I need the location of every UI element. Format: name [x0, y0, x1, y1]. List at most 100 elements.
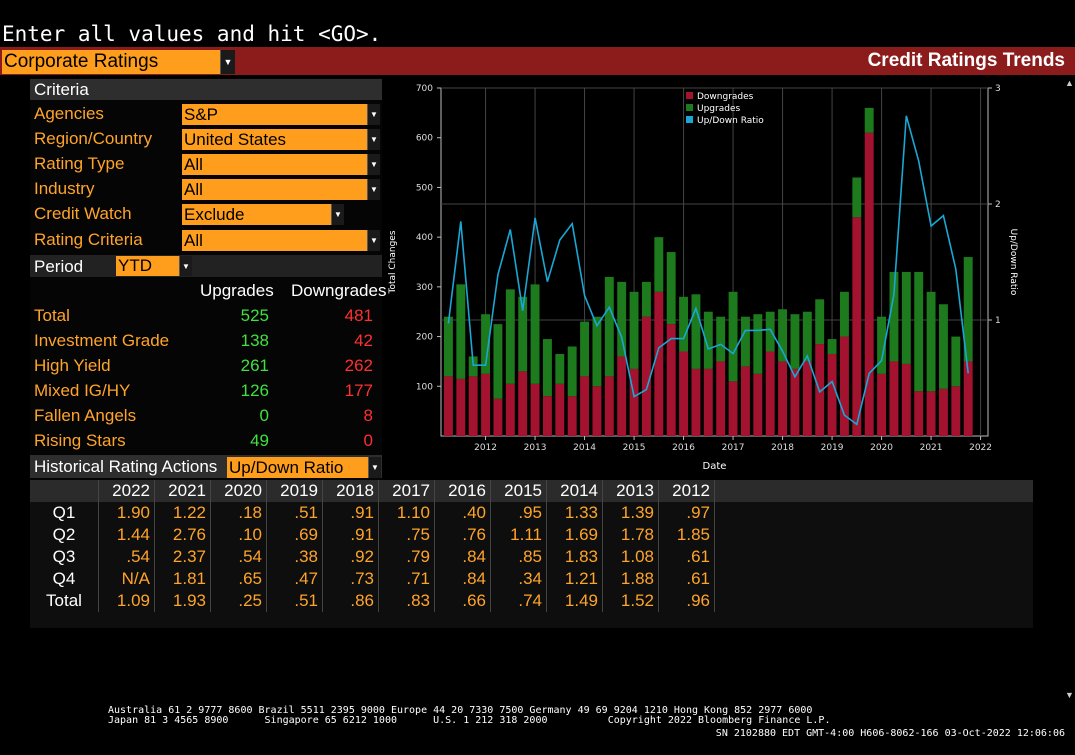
ratio-cell[interactable]: .18 — [210, 502, 267, 524]
ratio-cell[interactable]: .38 — [266, 546, 323, 568]
ratio-cell[interactable]: 2.37 — [154, 546, 211, 568]
summary-downgrades-value: 42 — [354, 331, 373, 350]
ratio-cell[interactable]: N/A — [98, 568, 155, 590]
chevron-down-icon[interactable]: ▼ — [367, 104, 380, 125]
command-line[interactable]: Enter all values and hit <GO>. — [2, 22, 382, 46]
ratio-cell[interactable]: .69 — [266, 524, 323, 546]
chevron-down-icon[interactable]: ▼ — [367, 129, 380, 150]
ratio-cell[interactable]: .91 — [322, 524, 379, 546]
ratio-cell[interactable]: .84 — [434, 568, 491, 590]
ratio-cell[interactable]: .92 — [322, 546, 379, 568]
historical-label: Historical Rating Actions — [34, 457, 218, 476]
chevron-down-icon[interactable]: ▼ — [179, 256, 192, 276]
ratio-cell[interactable]: 1.09 — [98, 590, 155, 612]
region-country-dropdown[interactable]: United States ▼ — [182, 129, 380, 150]
historical-selector-dropdown[interactable]: Up/Down Ratio ▼ — [227, 457, 381, 478]
ratio-cell[interactable]: 1.88 — [602, 568, 659, 590]
ratio-cell[interactable]: 1.90 — [98, 502, 155, 524]
ratio-cell[interactable]: .76 — [434, 524, 491, 546]
ratio-cell[interactable]: .40 — [434, 502, 491, 524]
ratio-cell[interactable]: .75 — [378, 524, 435, 546]
ratio-cell[interactable]: 1.81 — [154, 568, 211, 590]
ratio-cell[interactable]: .61 — [658, 546, 715, 568]
ratio-cell[interactable]: .54 — [210, 546, 267, 568]
summary-upgrades-value: 261 — [240, 356, 269, 375]
downgrades-bar — [716, 361, 726, 436]
ratio-cell[interactable]: .66 — [434, 590, 491, 612]
chevron-down-icon[interactable]: ▼ — [331, 204, 344, 225]
ratio-cell[interactable]: .51 — [266, 590, 323, 612]
ratio-cell[interactable]: .97 — [658, 502, 715, 524]
ratio-cell[interactable]: .86 — [322, 590, 379, 612]
summary-downgrades-value: 177 — [344, 381, 373, 400]
ratio-cell[interactable]: .83 — [378, 590, 435, 612]
ratio-cell[interactable]: 1.52 — [602, 590, 659, 612]
industry-dropdown[interactable]: All ▼ — [182, 179, 380, 200]
upgrades-bar — [864, 107, 874, 133]
chevron-down-icon[interactable]: ▼ — [368, 457, 381, 478]
ratio-cell[interactable]: 2.76 — [154, 524, 211, 546]
ratio-cell[interactable]: 1.44 — [98, 524, 155, 546]
downgrades-bar — [740, 366, 750, 436]
ratio-cell[interactable]: .95 — [490, 502, 547, 524]
ratio-cell[interactable]: 1.83 — [546, 546, 603, 568]
ratio-cell[interactable]: .34 — [490, 568, 547, 590]
downgrades-bar — [567, 396, 577, 436]
ratio-cell[interactable]: 1.93 — [154, 590, 211, 612]
scroll-up-icon[interactable]: ▲ — [1065, 78, 1074, 88]
ratio-cell[interactable]: .73 — [322, 568, 379, 590]
chevron-down-icon[interactable]: ▼ — [220, 50, 235, 74]
ratio-cell[interactable]: .10 — [210, 524, 267, 546]
downgrades-bar — [839, 336, 849, 436]
ratio-cell[interactable]: .79 — [378, 546, 435, 568]
ratio-cell[interactable]: 1.08 — [602, 546, 659, 568]
chevron-down-icon[interactable]: ▼ — [367, 179, 380, 200]
period-dropdown[interactable]: YTD ▼ — [116, 256, 192, 276]
rating-criteria-label: Rating Criteria — [34, 230, 143, 249]
ratio-cell[interactable]: .65 — [210, 568, 267, 590]
ratio-cell[interactable]: 1.21 — [546, 568, 603, 590]
scrollbar[interactable]: ▲ ▼ — [1064, 78, 1075, 700]
screen-selector-dropdown[interactable]: Corporate Ratings ▼ — [2, 50, 235, 74]
rating-criteria-dropdown[interactable]: All ▼ — [182, 230, 380, 251]
ratio-cell[interactable]: 1.69 — [546, 524, 603, 546]
credit-watch-dropdown[interactable]: Exclude ▼ — [182, 204, 344, 225]
ratio-cell[interactable]: .51 — [266, 502, 323, 524]
ratio-cell[interactable]: 1.85 — [658, 524, 715, 546]
ratio-cell[interactable]: .71 — [378, 568, 435, 590]
chart-bars — [443, 107, 973, 436]
rating-type-dropdown[interactable]: All ▼ — [182, 154, 380, 175]
y2-tick-label: 3 — [995, 84, 1001, 94]
ratio-cell[interactable]: 1.49 — [546, 590, 603, 612]
ratio-cell[interactable]: 1.33 — [546, 502, 603, 524]
upgrades-bar — [542, 339, 552, 397]
ratio-cell[interactable]: 1.22 — [154, 502, 211, 524]
ratio-cell[interactable]: 1.78 — [602, 524, 659, 546]
scroll-down-icon[interactable]: ▼ — [1065, 690, 1074, 700]
ratio-cell[interactable]: .61 — [658, 568, 715, 590]
ratio-cell[interactable]: 1.11 — [490, 524, 547, 546]
ratio-cell[interactable]: 1.39 — [602, 502, 659, 524]
ratio-cell[interactable]: .25 — [210, 590, 267, 612]
downgrades-bar — [456, 378, 466, 436]
chevron-down-icon[interactable]: ▼ — [367, 154, 380, 175]
ratio-cell[interactable]: 1.10 — [378, 502, 435, 524]
ratio-cell[interactable]: .47 — [266, 568, 323, 590]
chevron-down-icon[interactable]: ▼ — [367, 230, 380, 251]
ratio-cell[interactable]: .74 — [490, 590, 547, 612]
ratio-cell[interactable]: .54 — [98, 546, 155, 568]
summary-upgrades-value: 0 — [259, 406, 269, 425]
agencies-dropdown[interactable]: S&P ▼ — [182, 104, 380, 125]
ratio-cell[interactable]: .91 — [322, 502, 379, 524]
upgrades-bar — [716, 316, 726, 362]
ratio-cell[interactable]: .85 — [490, 546, 547, 568]
agencies-label: Agencies — [34, 104, 104, 123]
upgrades-bar — [505, 289, 515, 384]
ratio-cell[interactable]: .84 — [434, 546, 491, 568]
upgrades-bar — [877, 316, 887, 374]
downgrades-bar — [790, 368, 800, 436]
agencies-value: S&P — [184, 104, 219, 124]
year-column-header: 2021 — [154, 480, 211, 502]
ratio-cell[interactable]: .96 — [658, 590, 715, 612]
y-tick-label: 100 — [416, 382, 433, 392]
